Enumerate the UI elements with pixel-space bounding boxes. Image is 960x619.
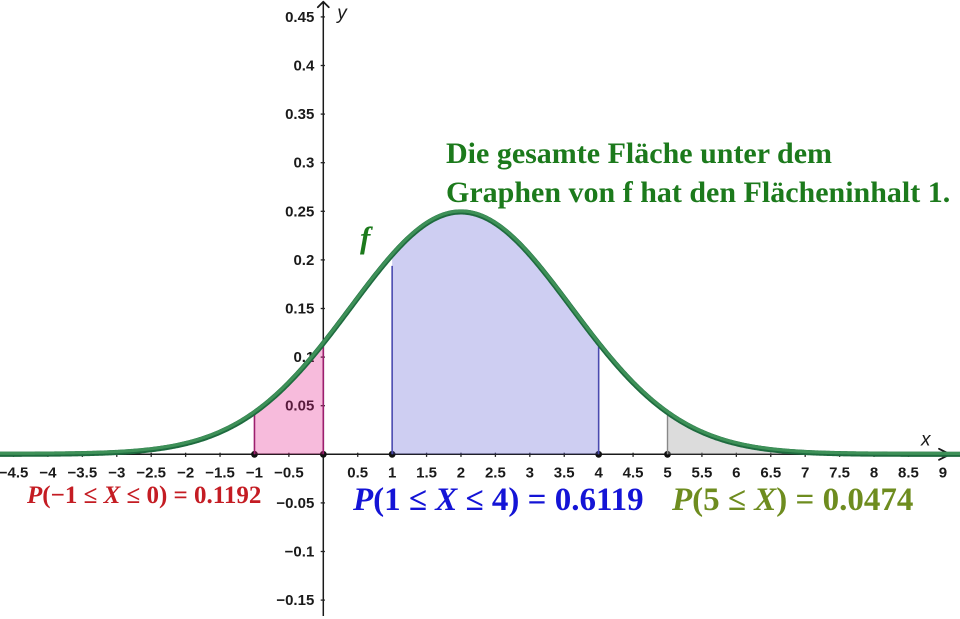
svg-text:2.5: 2.5: [485, 464, 506, 481]
svg-text:9: 9: [939, 464, 947, 481]
svg-text:4: 4: [594, 464, 603, 481]
svg-text:−2: −2: [177, 464, 194, 481]
svg-text:0.4: 0.4: [293, 58, 315, 75]
svg-text:0.5: 0.5: [347, 464, 368, 481]
svg-text:−3.5: −3.5: [68, 464, 98, 481]
svg-text:1.5: 1.5: [416, 464, 437, 481]
svg-text:0.35: 0.35: [285, 106, 314, 123]
svg-text:−3: −3: [108, 464, 125, 481]
svg-text:−4.5: −4.5: [0, 464, 28, 481]
svg-text:0.15: 0.15: [285, 301, 314, 318]
svg-text:5.5: 5.5: [691, 464, 712, 481]
svg-text:0.2: 0.2: [293, 252, 314, 269]
svg-text:6: 6: [732, 464, 740, 481]
svg-text:−0.05: −0.05: [276, 495, 314, 512]
svg-text:8: 8: [870, 464, 878, 481]
svg-text:3: 3: [526, 464, 534, 481]
svg-text:−1: −1: [246, 464, 263, 481]
svg-text:6.5: 6.5: [760, 464, 781, 481]
svg-text:−1.5: −1.5: [205, 464, 235, 481]
svg-text:y: y: [335, 3, 348, 24]
svg-text:−0.1: −0.1: [285, 544, 315, 561]
svg-text:−4: −4: [39, 464, 57, 481]
svg-text:2: 2: [457, 464, 465, 481]
svg-text:0.45: 0.45: [285, 9, 314, 26]
svg-text:−0.5: −0.5: [274, 464, 304, 481]
svg-text:4.5: 4.5: [623, 464, 644, 481]
svg-text:8.5: 8.5: [898, 464, 919, 481]
svg-text:5: 5: [663, 464, 671, 481]
svg-text:1: 1: [388, 464, 396, 481]
svg-text:0.25: 0.25: [285, 203, 314, 220]
svg-text:7.5: 7.5: [829, 464, 850, 481]
svg-text:3.5: 3.5: [554, 464, 575, 481]
svg-text:−0.15: −0.15: [276, 592, 314, 609]
svg-text:7: 7: [801, 464, 809, 481]
svg-text:x: x: [920, 429, 932, 450]
svg-text:0.3: 0.3: [293, 155, 314, 172]
svg-text:−2.5: −2.5: [136, 464, 166, 481]
